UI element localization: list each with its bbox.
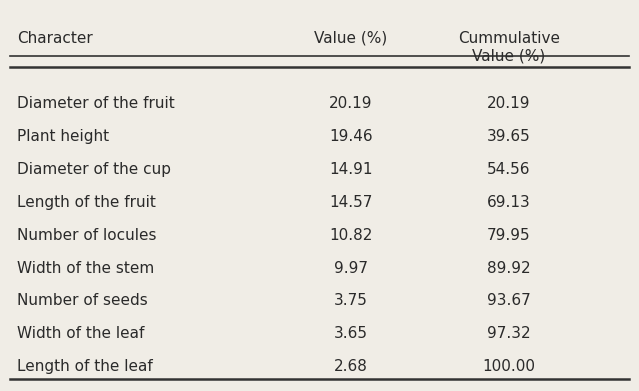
Text: Character: Character bbox=[17, 31, 93, 46]
Text: 97.32: 97.32 bbox=[487, 326, 530, 341]
Text: Width of the leaf: Width of the leaf bbox=[17, 326, 144, 341]
Text: 14.57: 14.57 bbox=[329, 195, 373, 210]
Text: 20.19: 20.19 bbox=[487, 96, 530, 111]
Text: Length of the fruit: Length of the fruit bbox=[17, 195, 156, 210]
Text: 69.13: 69.13 bbox=[487, 195, 530, 210]
Text: Cummulative
Value (%): Cummulative Value (%) bbox=[458, 31, 560, 63]
Text: Number of seeds: Number of seeds bbox=[17, 294, 148, 308]
Text: 3.65: 3.65 bbox=[334, 326, 368, 341]
Text: Diameter of the cup: Diameter of the cup bbox=[17, 162, 171, 177]
Text: 10.82: 10.82 bbox=[329, 228, 373, 243]
Text: 3.75: 3.75 bbox=[334, 294, 368, 308]
Text: Plant height: Plant height bbox=[17, 129, 109, 144]
Text: 20.19: 20.19 bbox=[329, 96, 373, 111]
Text: 2.68: 2.68 bbox=[334, 359, 368, 374]
Text: 93.67: 93.67 bbox=[487, 294, 530, 308]
Text: 19.46: 19.46 bbox=[329, 129, 373, 144]
Text: 100.00: 100.00 bbox=[482, 359, 535, 374]
Text: Width of the stem: Width of the stem bbox=[17, 260, 154, 276]
Text: Value (%): Value (%) bbox=[314, 31, 388, 46]
Text: 89.92: 89.92 bbox=[487, 260, 530, 276]
Text: 54.56: 54.56 bbox=[487, 162, 530, 177]
Text: Number of locules: Number of locules bbox=[17, 228, 157, 243]
Text: 14.91: 14.91 bbox=[329, 162, 373, 177]
Text: 9.97: 9.97 bbox=[334, 260, 368, 276]
Text: Diameter of the fruit: Diameter of the fruit bbox=[17, 96, 174, 111]
Text: 79.95: 79.95 bbox=[487, 228, 530, 243]
Text: 39.65: 39.65 bbox=[487, 129, 530, 144]
Text: Length of the leaf: Length of the leaf bbox=[17, 359, 153, 374]
